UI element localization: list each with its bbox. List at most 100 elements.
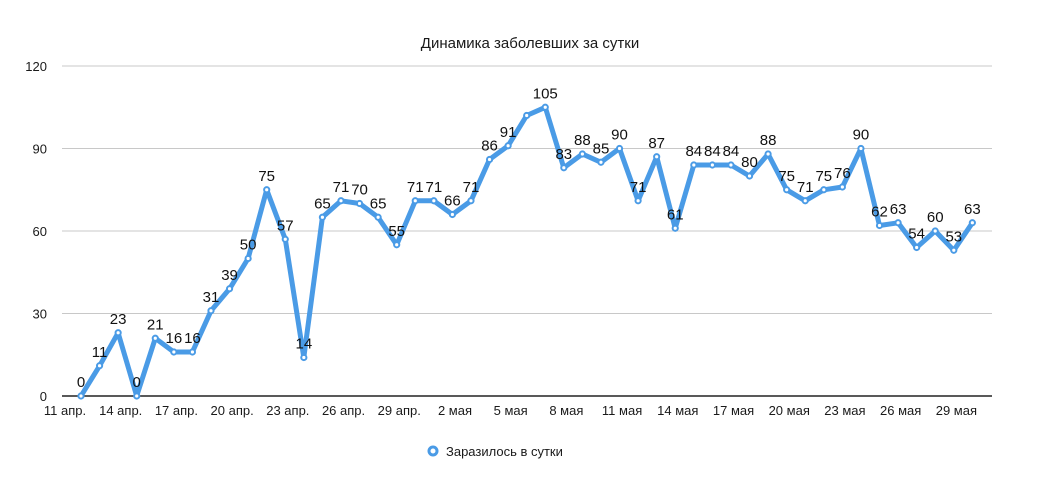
legend: Заразилось в сутки — [427, 444, 563, 459]
y-tick-label: 60 — [33, 224, 47, 239]
data-point — [374, 213, 382, 221]
data-label: 75 — [778, 168, 795, 185]
data-point — [968, 219, 976, 227]
data-point — [355, 199, 364, 208]
data-label: 90 — [853, 127, 870, 144]
data-point — [448, 210, 456, 219]
data-point — [337, 197, 345, 205]
data-point — [838, 183, 846, 191]
data-point — [170, 348, 178, 356]
data-label: 50 — [240, 237, 257, 254]
data-point — [263, 186, 271, 194]
data-point — [745, 172, 754, 180]
x-tick-label: 17 мая — [713, 403, 754, 418]
data-point — [931, 227, 939, 235]
data-point — [560, 164, 568, 172]
data-label: 54 — [908, 226, 925, 243]
data-point — [467, 197, 475, 205]
data-label: 76 — [834, 165, 851, 182]
data-label: 39 — [221, 267, 238, 284]
x-tick-label: 17 апр. — [155, 403, 198, 418]
x-tick-label: 11 мая — [602, 403, 642, 418]
x-tick-label: 26 мая — [880, 403, 921, 418]
data-label: 62 — [871, 204, 888, 221]
data-label: 83 — [555, 146, 572, 163]
data-label: 85 — [593, 140, 610, 157]
data-label: 71 — [425, 179, 442, 196]
data-point — [114, 329, 122, 337]
data-label: 91 — [500, 124, 517, 141]
data-point — [615, 144, 624, 153]
data-label: 57 — [277, 217, 294, 234]
data-label: 88 — [574, 132, 591, 149]
data-label: 71 — [333, 179, 350, 196]
data-label: 71 — [407, 179, 424, 196]
data-label: 21 — [147, 316, 164, 333]
data-label: 86 — [481, 138, 498, 155]
data-point — [393, 241, 401, 249]
x-tick-label: 5 мая — [494, 403, 528, 418]
data-point — [913, 243, 921, 252]
data-point — [133, 392, 141, 400]
data-label: 71 — [797, 179, 814, 196]
data-point — [820, 186, 828, 194]
data-point — [151, 334, 159, 342]
x-tick-label: 23 апр. — [266, 403, 309, 418]
data-point — [411, 197, 419, 205]
data-point — [578, 150, 586, 158]
data-label: 75 — [815, 168, 832, 185]
x-tick-label: 11 апр. — [44, 403, 86, 418]
data-label: 16 — [184, 330, 201, 347]
data-point — [708, 161, 716, 169]
data-point — [430, 197, 438, 205]
data-point — [634, 197, 642, 205]
data-label: 71 — [630, 179, 647, 196]
data-label: 84 — [685, 143, 702, 160]
x-tick-label: 8 мая — [549, 403, 583, 418]
gridlines — [62, 65, 992, 397]
series-line — [77, 103, 976, 400]
data-point — [597, 158, 605, 166]
data-label: 16 — [166, 330, 183, 347]
data-label: 90 — [611, 127, 628, 144]
data-label: 71 — [463, 179, 480, 196]
data-label: 11 — [92, 344, 108, 361]
data-point — [504, 142, 512, 150]
data-point — [894, 219, 902, 227]
legend-marker-icon — [427, 445, 439, 457]
data-label: 70 — [351, 182, 368, 199]
data-point — [485, 155, 494, 164]
data-point — [188, 348, 197, 356]
data-label: 31 — [203, 289, 220, 306]
y-tick-label: 0 — [40, 389, 47, 404]
data-point — [764, 150, 772, 158]
x-tick-label: 29 мая — [936, 403, 977, 418]
x-tick-label: 14 мая — [657, 403, 698, 418]
data-label: 84 — [704, 143, 721, 160]
x-tick-label: 29 апр. — [378, 403, 421, 418]
data-label: 88 — [760, 132, 777, 149]
data-label: 60 — [927, 209, 944, 226]
data-label: 84 — [723, 143, 740, 160]
data-label: 65 — [370, 195, 387, 212]
data-point — [671, 224, 679, 232]
data-label: 55 — [388, 223, 405, 240]
series-polyline — [78, 104, 975, 399]
data-point — [77, 392, 85, 400]
data-label: 14 — [295, 336, 312, 353]
data-point — [300, 353, 308, 362]
data-point — [875, 221, 884, 230]
chart-title: Динамика заболевших за сутки — [421, 35, 639, 52]
data-point — [727, 161, 735, 169]
data-label: 63 — [964, 201, 981, 218]
data-point — [783, 186, 791, 194]
x-tick-label: 2 мая — [438, 403, 472, 418]
data-label: 87 — [648, 135, 665, 152]
data-label: 66 — [444, 193, 461, 210]
x-axis-ticks: 11 апр. 14 апр. 17 апр. 20 апр. 23 апр. 26 ап… — [44, 403, 977, 418]
x-tick-label: 14 апр. — [99, 403, 142, 418]
data-point — [857, 144, 865, 153]
data-label: 53 — [945, 228, 962, 245]
y-tick-label: 120 — [25, 59, 47, 74]
